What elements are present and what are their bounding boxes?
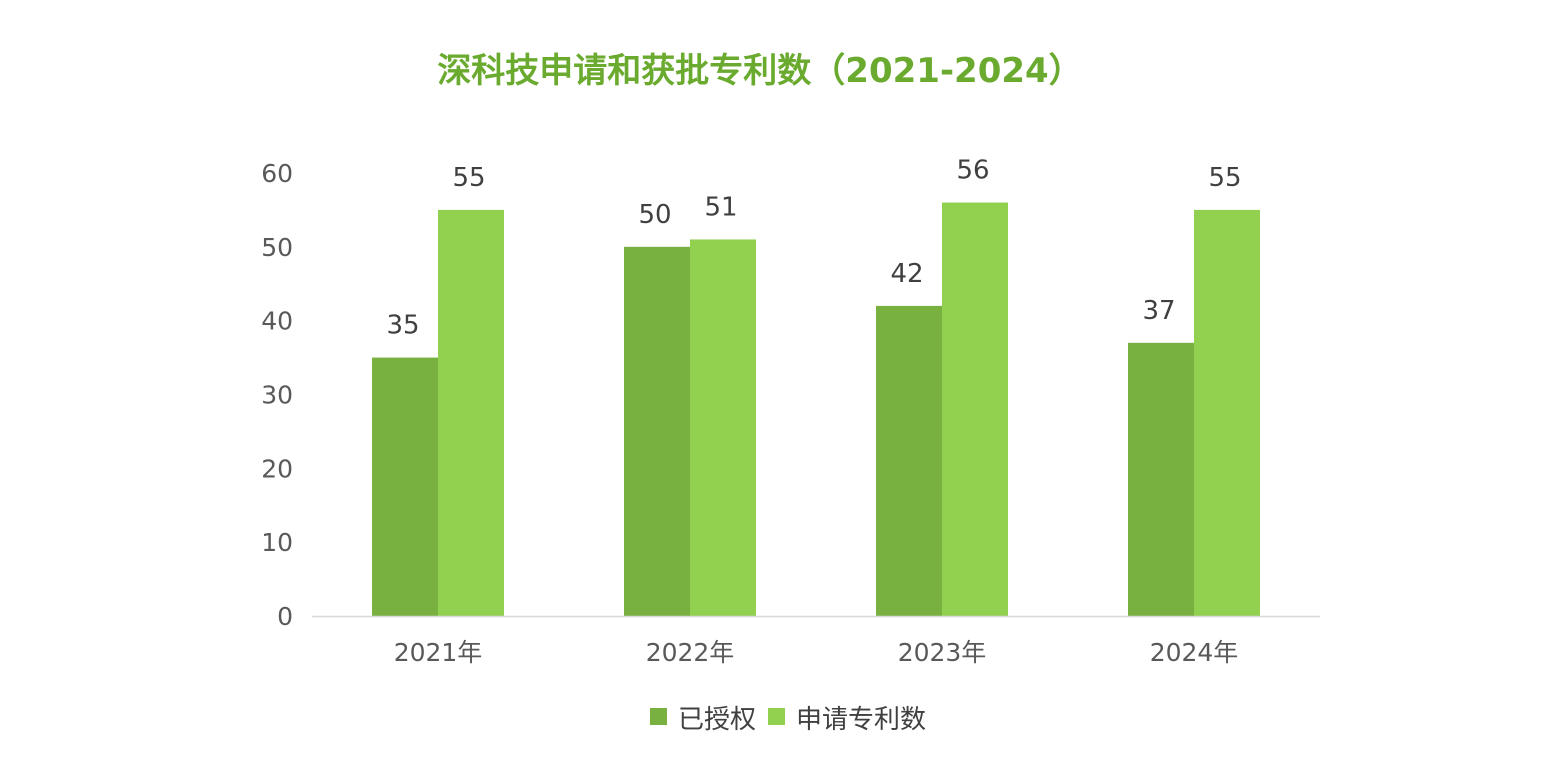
- y-tick-label: 30: [261, 381, 293, 410]
- y-tick-label: 20: [261, 454, 293, 483]
- y-tick-label: 10: [261, 528, 293, 557]
- legend-swatch: [768, 708, 786, 725]
- bar-applied: [942, 202, 1008, 617]
- legend: 已授权 申请专利数: [650, 705, 926, 735]
- legend-label: 申请专利数: [796, 705, 926, 735]
- y-tick-label: 40: [261, 307, 293, 336]
- legend-label: 已授权: [678, 705, 756, 735]
- x-tick-label: 2021年: [394, 638, 483, 667]
- data-label: 42: [890, 259, 923, 289]
- x-tick-label: 2023年: [898, 638, 987, 667]
- bar-granted: [372, 357, 438, 616]
- bars: 35 55 50 51 42 56 37 55: [372, 156, 1260, 617]
- bar-applied: [1194, 209, 1260, 616]
- x-tick-label: 2022年: [646, 638, 735, 667]
- data-label: 35: [386, 311, 419, 341]
- data-label: 37: [1142, 296, 1175, 326]
- data-label: 55: [1208, 163, 1241, 193]
- data-label: 51: [704, 192, 737, 222]
- data-label: 55: [452, 163, 485, 193]
- y-tick-label: 0: [277, 602, 293, 631]
- y-axis: 0 10 20 30 40 50 60: [261, 159, 293, 631]
- bar-applied: [438, 209, 504, 616]
- x-tick-label: 2024年: [1150, 638, 1239, 667]
- y-tick-label: 60: [261, 159, 293, 188]
- bar-granted: [876, 305, 942, 616]
- x-axis: 2021年 2022年 2023年 2024年: [394, 638, 1239, 667]
- bar-applied: [690, 239, 756, 616]
- bar-granted: [624, 246, 690, 617]
- y-tick-label: 50: [261, 233, 293, 262]
- bar-granted: [1128, 342, 1194, 616]
- data-label: 56: [956, 156, 989, 186]
- data-label: 50: [638, 200, 671, 230]
- legend-swatch: [650, 708, 667, 725]
- chart-title: 深科技申请和获批专利数（2021-2024）: [437, 51, 1082, 91]
